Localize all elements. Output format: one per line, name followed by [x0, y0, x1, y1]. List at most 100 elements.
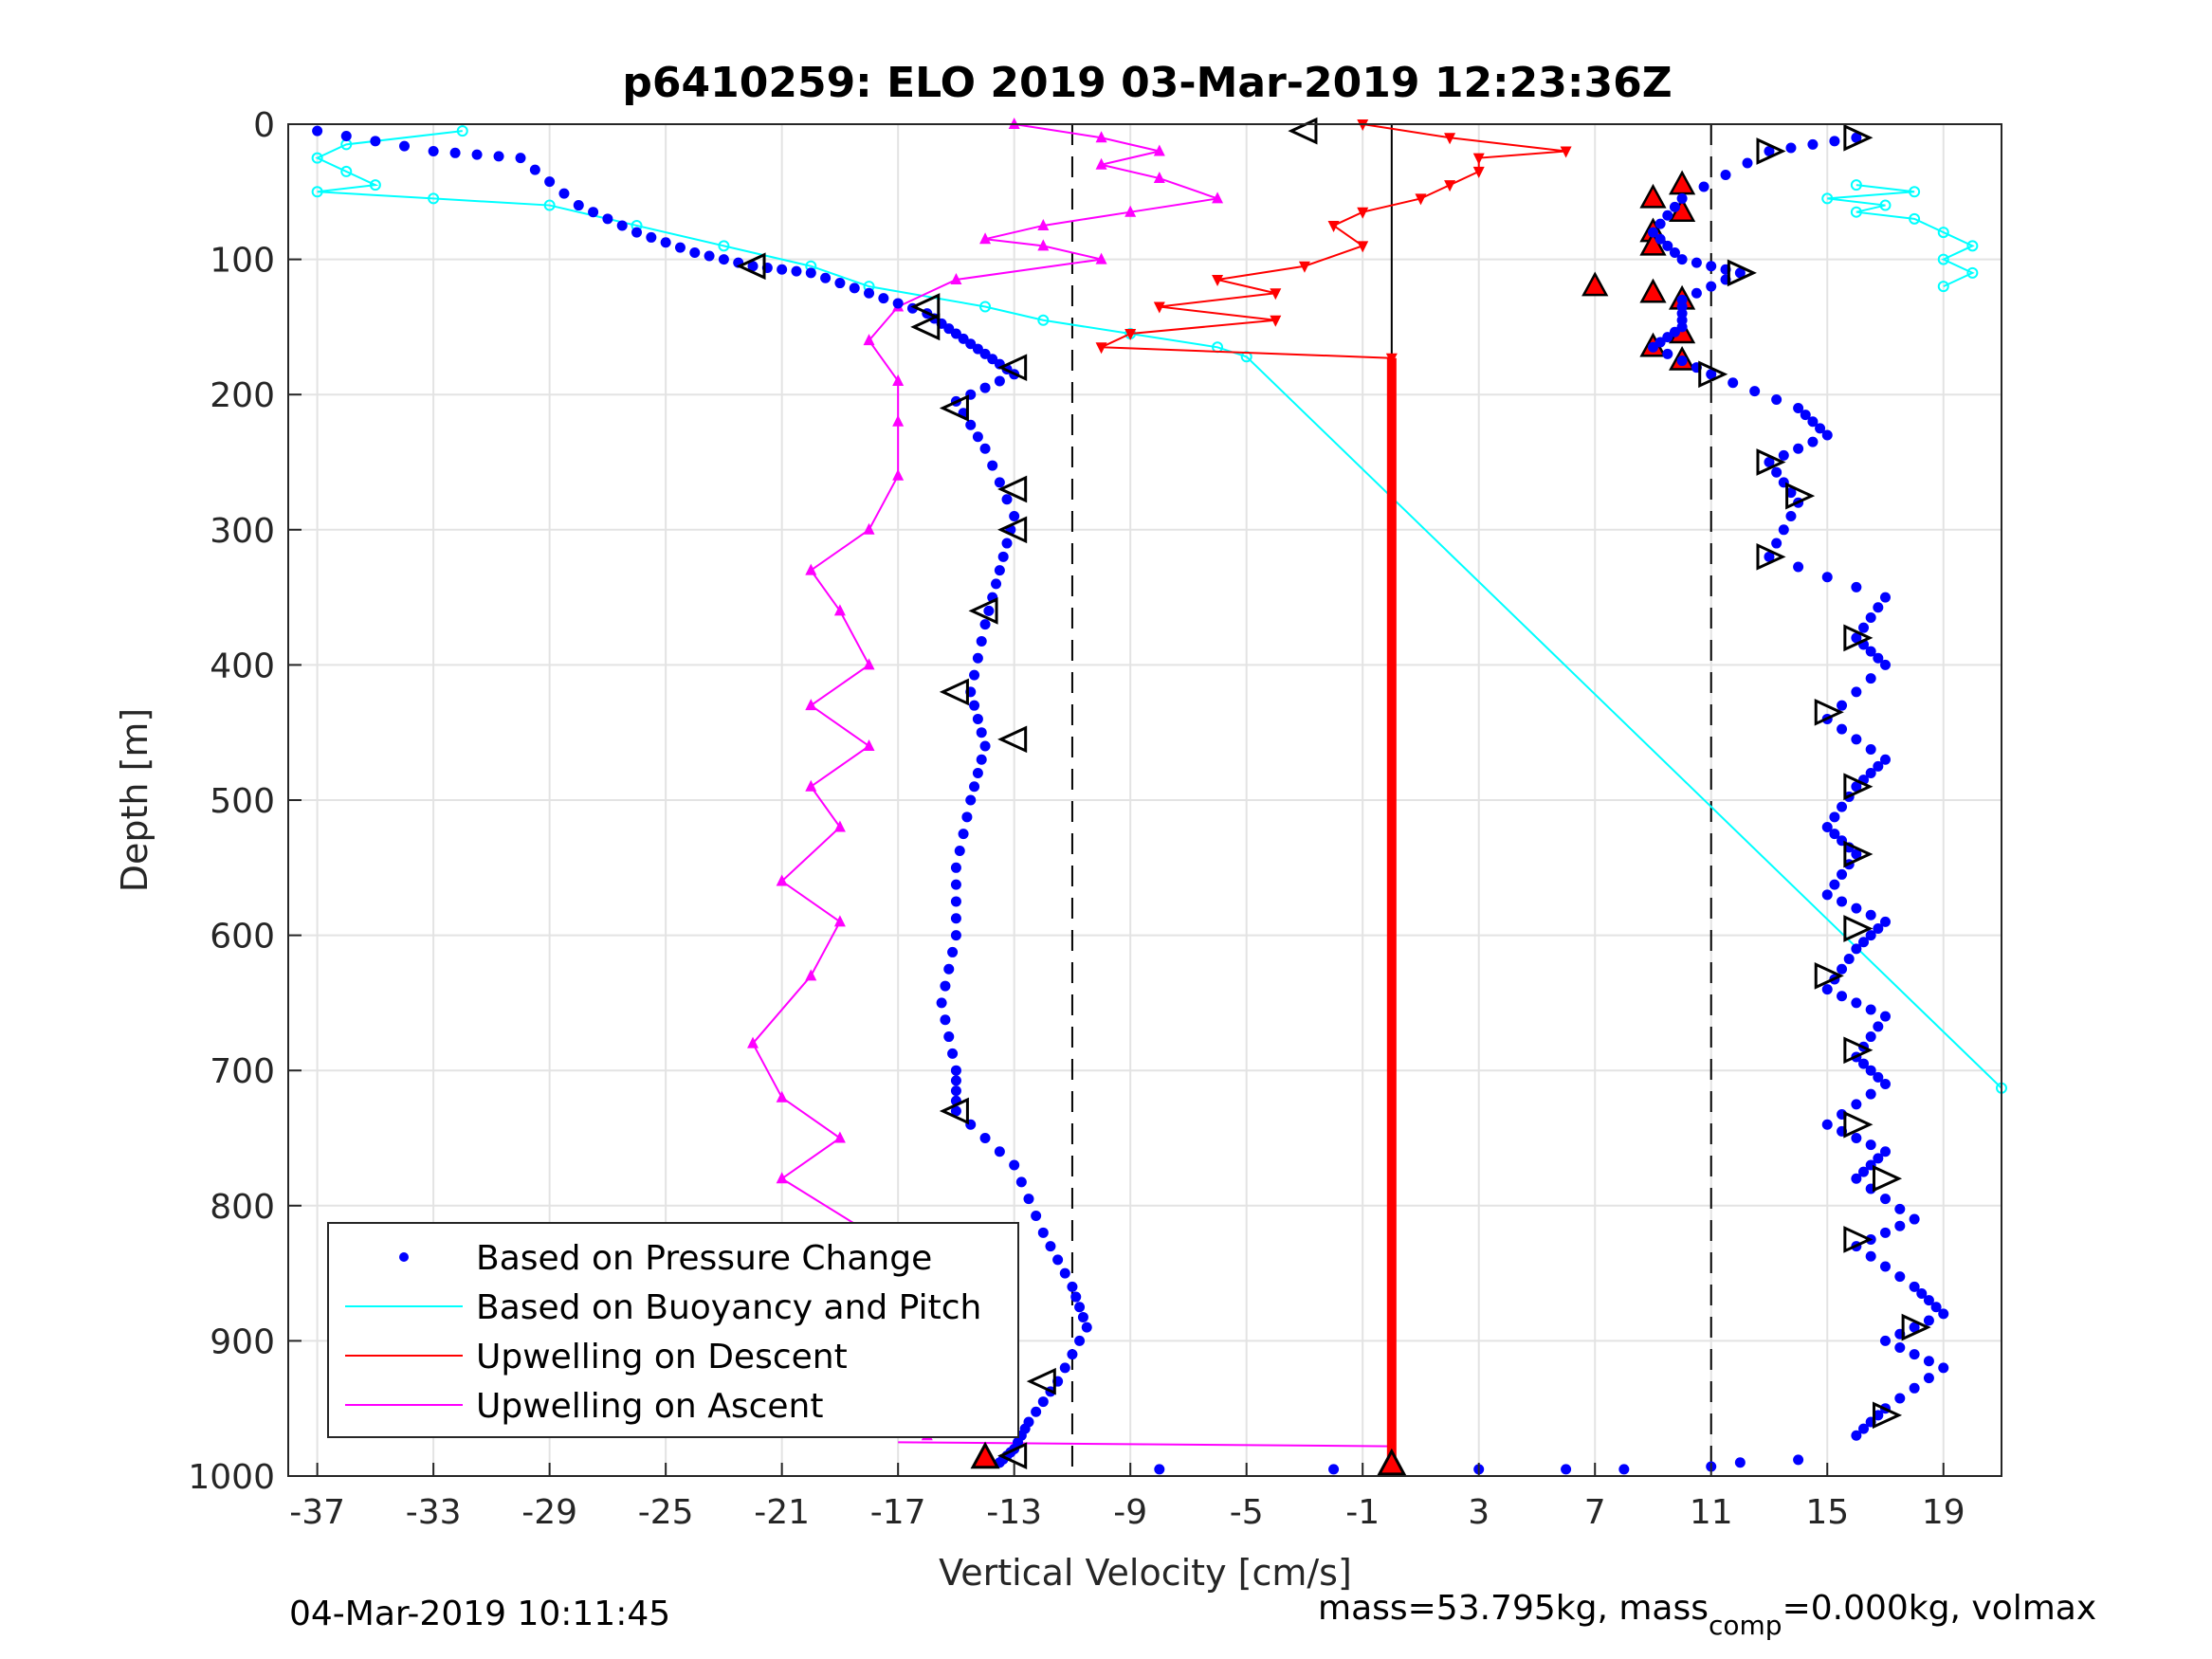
pressure-ascent-point	[1873, 652, 1884, 664]
chart-title: p6410259: ELO 2019 03-Mar-2019 12:23:36Z	[622, 59, 1672, 107]
upwelling-ascent-point	[805, 779, 817, 792]
legend-label: Based on Pressure Change	[476, 1239, 932, 1278]
buoyancy-pitch-point	[1966, 240, 1979, 252]
upwelling-descent-point	[1560, 146, 1572, 158]
pressure-descent-point	[950, 1075, 961, 1086]
open-triangle-marker	[1698, 360, 1728, 389]
pressure-descent-point	[950, 930, 961, 941]
pressure-descent-point	[979, 348, 991, 359]
pressure-ascent-point	[1728, 377, 1739, 389]
pressure-descent-point	[987, 354, 998, 365]
footer-timestamp: 04-Mar-2019 10:11:45	[289, 1595, 670, 1633]
upwelling-descent-point	[1212, 274, 1224, 286]
pressure-descent-point	[631, 227, 643, 238]
upwelling-descent-point	[1327, 220, 1340, 232]
footer-mass-pre: mass=53.795kg, mass	[1318, 1589, 1709, 1628]
pressure-ascent-point	[1829, 829, 1840, 840]
y-tick-label: 600	[210, 918, 275, 957]
markers	[736, 117, 1931, 1476]
pressure-descent-point	[940, 1014, 951, 1026]
pressure-descent-point	[493, 151, 504, 162]
open-triangle-marker	[1785, 482, 1816, 510]
pressure-descent-point	[660, 237, 671, 248]
pressure-ascent-point	[1909, 1322, 1920, 1333]
pressure-descent-point	[950, 879, 961, 890]
pressure-descent-point	[1001, 538, 1013, 549]
pressure-ascent-point	[1778, 524, 1789, 536]
open-triangle-marker	[1843, 123, 1874, 152]
pressure-descent-point	[961, 811, 973, 823]
pressure-descent-point	[1074, 1302, 1086, 1313]
pressure-descent-point	[950, 896, 961, 907]
pressure-descent-point	[950, 328, 961, 339]
x-tick-label: 3	[1468, 1493, 1490, 1532]
pressure-descent-point	[1059, 1267, 1070, 1279]
buoyancy-pitch-point	[311, 186, 323, 198]
pressure-ascent-point	[1909, 1281, 1920, 1292]
pressure-descent-point	[515, 153, 526, 164]
buoyancy-pitch-point	[1037, 314, 1050, 326]
pressure-ascent-point	[1873, 1071, 1884, 1083]
pressure-descent-point	[969, 781, 980, 793]
open-triangle-marker	[1756, 137, 1786, 165]
upwelling-descent-point	[1444, 180, 1456, 192]
upwelling-ascent-point	[833, 915, 846, 927]
pressure-ascent-point	[1793, 402, 1804, 413]
x-axis-label: Vertical Velocity [cm/s]	[939, 1552, 1352, 1594]
pressure-ascent-point	[1865, 1088, 1876, 1100]
upwelling-ascent-point	[892, 468, 905, 481]
pressure-ascent-point	[1800, 410, 1811, 421]
pressure-ascent-point	[1647, 341, 1658, 353]
pressure-descent-point	[747, 261, 759, 272]
pressure-ascent-point	[1662, 332, 1673, 343]
open-triangle-marker	[910, 293, 941, 320]
upwelling-descent-column	[1386, 357, 1397, 1476]
pressure-ascent-point	[1669, 201, 1680, 212]
pressure-ascent-point	[1691, 257, 1702, 268]
buoyancy-pitch-point	[340, 165, 353, 177]
pressure-ascent-point	[1706, 281, 1717, 292]
pressure-descent-point	[979, 619, 991, 630]
x-tick-label: -13	[986, 1493, 1042, 1532]
pressure-ascent-point	[1879, 1078, 1891, 1089]
pressure-descent-point	[940, 980, 951, 992]
open-triangle-marker	[1814, 962, 1844, 990]
pressure-descent-point	[1067, 1281, 1078, 1292]
pressure-descent-point	[1031, 1406, 1042, 1417]
open-triangle-marker	[939, 678, 969, 706]
pressure-ascent-point	[1851, 734, 1862, 745]
pressure-ascent-point	[1793, 561, 1804, 573]
pressure-descent-point	[943, 963, 955, 975]
pressure-descent-point	[340, 130, 352, 141]
pressure-descent-point	[449, 147, 461, 158]
open-triangle-marker	[1756, 448, 1786, 476]
pressure-ascent-point	[1647, 227, 1658, 238]
pressure-descent-point	[805, 267, 816, 279]
pressure-ascent-point	[1837, 963, 1848, 975]
series	[311, 118, 2007, 1476]
open-triangle-marker	[1814, 698, 1844, 726]
footer-mass-sub: comp	[1709, 1610, 1782, 1641]
pressure-descent-point	[950, 1085, 961, 1097]
buoyancy-pitch-point	[1937, 253, 1949, 265]
upwelling-ascent-point	[1124, 205, 1137, 217]
pressure-descent-point	[689, 246, 701, 258]
pressure-descent-point	[965, 794, 977, 806]
pressure-ascent-point	[1785, 511, 1797, 522]
pressure-ascent-point	[1851, 848, 1862, 860]
pressure-ascent-point	[1742, 157, 1753, 169]
pressure-descent-point	[370, 136, 381, 147]
pressure-descent-point	[1074, 1335, 1086, 1346]
pressure-descent-point	[718, 254, 729, 265]
pressure-ascent-point	[1923, 1295, 1934, 1306]
buoyancy-pitch-point	[1850, 206, 1862, 218]
buoyancy-pitch-point	[543, 199, 556, 211]
y-tick-label: 700	[210, 1052, 275, 1091]
pressure-bottom-point	[1618, 1464, 1630, 1475]
pressure-ascent-point	[1676, 192, 1688, 204]
upwelling-descent-point	[1357, 241, 1369, 253]
pressure-ascent-point	[1873, 1021, 1884, 1032]
upwelling-ascent-point	[1212, 191, 1224, 204]
pressure-ascent-point	[1669, 326, 1680, 337]
pressure-ascent-point	[1851, 902, 1862, 914]
